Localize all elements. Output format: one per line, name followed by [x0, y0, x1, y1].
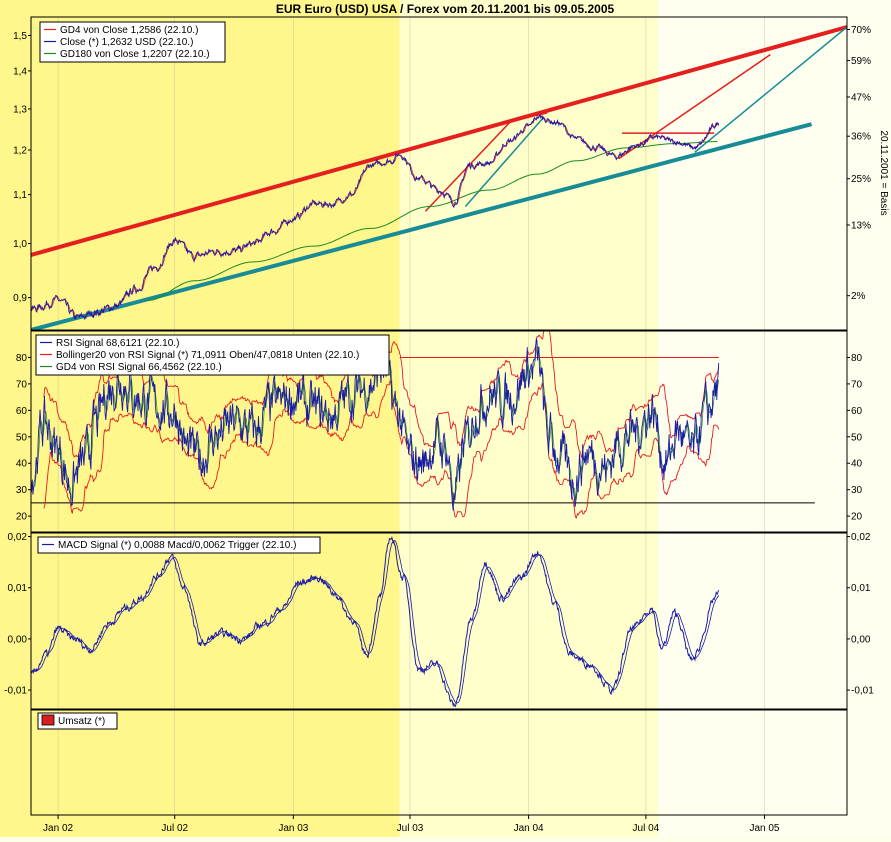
- price-tick-label: 1,0: [13, 239, 27, 250]
- gd180-line: [147, 141, 718, 301]
- macd-tick-label: 0,02: [8, 532, 28, 543]
- rsi-tick-label-right: 30: [851, 485, 863, 496]
- legend-swatch: [41, 714, 55, 726]
- legend-item: GD4 von RSI Signal 66,4562 (22.10.): [56, 362, 222, 373]
- rsi-tick-label: 40: [16, 459, 28, 470]
- axes: 1,5 1,4 1,3 1,2 1,1 1,0 0,9 70% 59% 47% 36% 25% 13% 2…: [4, 25, 874, 834]
- legend-item: Umsatz (*): [58, 716, 105, 727]
- rsi-tick-label: 20: [16, 512, 28, 523]
- macd-tick-label: -0,01: [4, 686, 27, 697]
- rsi-tick-label-right: 40: [851, 459, 863, 470]
- panel-frame: [30, 532, 848, 710]
- percent-tick-label: 47%: [851, 92, 871, 103]
- legend-item: MACD Signal (*) 0,0088 Macd/0,0062 Trigg…: [58, 540, 296, 551]
- gridlines: [57, 17, 765, 815]
- macd-tick-label-right: 0,00: [851, 634, 871, 645]
- percent-tick-label: 70%: [851, 25, 871, 36]
- legend-box: [37, 536, 321, 554]
- percent-tick-label: 25%: [851, 174, 871, 185]
- rsi-tick-label-right: 60: [851, 406, 863, 417]
- rsi-tick-label: 80: [16, 353, 28, 364]
- macd-panel: [31, 536, 720, 708]
- percent-tick-label: 2%: [851, 291, 866, 302]
- rsi-tick-label: 70: [16, 379, 28, 390]
- panel-frame: [30, 16, 848, 331]
- legend-item: Bollinger20 von RSI Signal (*) 71,0911 O…: [56, 350, 359, 361]
- legend-item: GD4 von Close 1,2586 (22.10.): [60, 25, 198, 36]
- legend-item: RSI Signal 68,6121 (22.10.): [56, 338, 179, 349]
- panel-frame: [30, 709, 848, 816]
- panel-frames: [30, 16, 848, 816]
- rsi-tick-label-right: 50: [851, 432, 863, 443]
- macd-tick-label: 0,01: [8, 583, 28, 594]
- percent-tick-label: 36%: [851, 132, 871, 143]
- chart-title: EUR Euro (USD) USA / Forex vom 20.11.200…: [276, 2, 615, 16]
- bollinger-lower: [43, 379, 720, 519]
- trendline: [511, 112, 548, 122]
- macd-trigger-line: [31, 540, 720, 704]
- x-tick-label: Jul 04: [633, 823, 660, 834]
- rsi-tick-label: 50: [16, 432, 28, 443]
- price-tick-label: 0,9: [13, 293, 27, 304]
- trendline: [694, 26, 847, 153]
- trendline: [31, 25, 847, 257]
- legend-box: [39, 21, 226, 63]
- price-tick-label: 1,1: [13, 190, 27, 201]
- right-axis-label: 20.11.2001 = Basis: [878, 130, 889, 215]
- price-panel: [31, 25, 847, 330]
- x-tick-label: Jan 02: [43, 823, 73, 834]
- price-tick-label: 1,4: [13, 66, 27, 77]
- trendline: [31, 122, 813, 330]
- price-tick-label: 1,5: [13, 31, 27, 42]
- x-tick-label: Jan 04: [514, 823, 544, 834]
- macd-tick-label-right: -0,01: [851, 686, 874, 697]
- legends: GD4 von Close 1,2586 (22.10.)Close (*) 1…: [35, 21, 390, 730]
- legend-item: Close (*) 1,2632 USD (22.10.): [60, 37, 193, 48]
- rsi-tick-label-right: 70: [851, 379, 863, 390]
- background-band: [658, 0, 891, 837]
- x-tick-label: Jan 03: [278, 823, 308, 834]
- price-tick-label: 1,2: [13, 145, 27, 156]
- rsi-tick-label-right: 80: [851, 353, 863, 364]
- macd-tick-label-right: 0,02: [851, 532, 871, 543]
- x-tick-label: Jul 03: [397, 823, 424, 834]
- x-tick-label: Jan 05: [749, 823, 779, 834]
- legend-item: GD180 von Close 1,2207 (22.10.): [60, 49, 210, 60]
- legend-box: [35, 334, 390, 376]
- price-tick-label: 1,3: [13, 104, 27, 115]
- rsi-tick-label: 30: [16, 485, 28, 496]
- legend-box: [37, 712, 118, 730]
- panel-frame: [30, 330, 848, 533]
- trendline: [618, 54, 771, 160]
- gd4-line: [31, 115, 720, 319]
- rsi-tick-label: 60: [16, 406, 28, 417]
- percent-tick-label: 59%: [851, 56, 871, 67]
- close-line: [31, 114, 720, 321]
- percent-tick-label: 13%: [851, 221, 871, 232]
- macd-line: [31, 536, 720, 708]
- macd-tick-label-right: 0,01: [851, 583, 871, 594]
- macd-tick-label: 0,00: [8, 634, 28, 645]
- x-tick-label: Jul 02: [161, 823, 188, 834]
- rsi-tick-label-right: 20: [851, 512, 863, 523]
